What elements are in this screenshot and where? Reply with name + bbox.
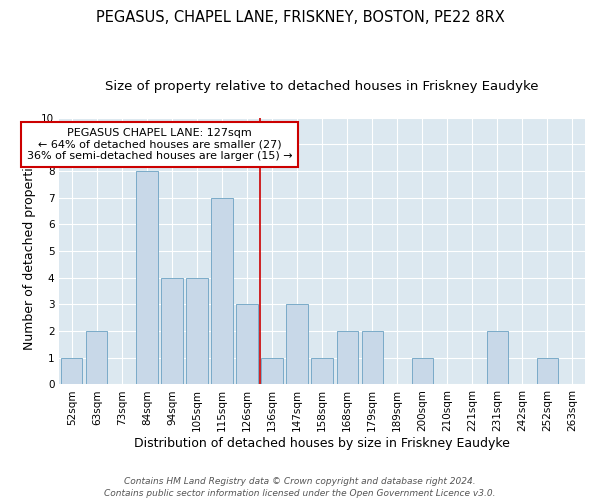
Bar [86, 331, 107, 384]
Y-axis label: Number of detached properties: Number of detached properties [23, 152, 35, 350]
Bar [61, 358, 82, 384]
Bar [262, 358, 283, 384]
Bar [211, 198, 233, 384]
Bar [537, 358, 558, 384]
Title: Size of property relative to detached houses in Friskney Eaudyke: Size of property relative to detached ho… [106, 80, 539, 93]
Text: Contains HM Land Registry data © Crown copyright and database right 2024.
Contai: Contains HM Land Registry data © Crown c… [104, 476, 496, 498]
Bar [236, 304, 257, 384]
X-axis label: Distribution of detached houses by size in Friskney Eaudyke: Distribution of detached houses by size … [134, 437, 510, 450]
Bar [161, 278, 182, 384]
Bar [311, 358, 333, 384]
Bar [136, 171, 158, 384]
Bar [337, 331, 358, 384]
Bar [412, 358, 433, 384]
Text: PEGASUS, CHAPEL LANE, FRISKNEY, BOSTON, PE22 8RX: PEGASUS, CHAPEL LANE, FRISKNEY, BOSTON, … [95, 10, 505, 25]
Bar [487, 331, 508, 384]
Text: PEGASUS CHAPEL LANE: 127sqm
← 64% of detached houses are smaller (27)
36% of sem: PEGASUS CHAPEL LANE: 127sqm ← 64% of det… [26, 128, 292, 161]
Bar [286, 304, 308, 384]
Bar [186, 278, 208, 384]
Bar [362, 331, 383, 384]
